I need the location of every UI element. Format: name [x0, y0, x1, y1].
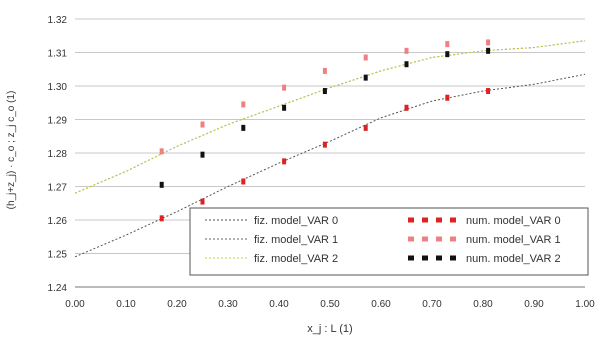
x-tick-label: 0.90 [524, 299, 544, 310]
series-line-1 [74, 40, 586, 194]
y-tick-label: 1.25 [48, 250, 68, 261]
data-point-5 [159, 181, 164, 188]
data-point-5 [241, 124, 246, 131]
data-point-5 [486, 47, 491, 54]
data-point-5 [200, 151, 205, 158]
data-point-5 [322, 88, 327, 95]
data-point-3 [445, 94, 450, 101]
data-point-4 [445, 41, 450, 48]
x-tick-label: 1.00 [575, 299, 595, 310]
y-tick-label: 1.31 [48, 49, 68, 60]
legend-label: num. model_VAR 2 [466, 253, 561, 265]
legend-label: fiz. model_VAR 0 [254, 215, 338, 227]
x-tick-label: 0.10 [116, 299, 136, 310]
data-point-5 [282, 104, 287, 111]
x-tick-labels: 0.00 0.10 0.20 0.30 0.40 0.50 0.60 0.70 0.80 0.90… [65, 299, 595, 310]
y-tick-label: 1.26 [48, 216, 68, 227]
x-tick-label: 0.50 [320, 299, 340, 310]
data-point-3 [404, 104, 409, 111]
data-point-4 [404, 47, 409, 54]
legend-label: num. model_VAR 0 [466, 215, 561, 227]
data-point-3 [322, 141, 327, 148]
legend: fiz. model_VAR 0 fiz. model_VAR 1 fiz. mod… [189, 207, 589, 276]
data-point-4 [241, 101, 246, 108]
data-point-4 [322, 67, 327, 74]
x-tick-label: 0.40 [269, 299, 289, 310]
x-tick-label: 0.70 [422, 299, 442, 310]
data-point-3 [282, 158, 287, 165]
data-point-5 [445, 51, 450, 58]
data-point-4 [200, 121, 205, 128]
data-point-4 [159, 148, 164, 155]
series-line-2 [74, 40, 586, 194]
data-point-4 [282, 84, 287, 91]
legend-box [189, 207, 589, 276]
data-point-3 [363, 124, 368, 131]
data-point-3 [200, 198, 205, 205]
data-point-4 [486, 39, 491, 46]
data-point-3 [241, 178, 246, 185]
series-layer [74, 39, 586, 258]
y-tick-labels: 1.24 1.25 1.26 1.27 1.28 1.29 1.30 1.31 1.32 [48, 15, 68, 294]
x-tick-label: 0.20 [167, 299, 187, 310]
x-tick-label: 0.80 [473, 299, 493, 310]
x-tick-label: 0.30 [218, 299, 238, 310]
y-tick-label: 1.32 [48, 15, 68, 26]
y-tick-label: 1.29 [48, 116, 68, 127]
y-tick-label: 1.24 [48, 283, 68, 294]
legend-label: fiz. model_VAR 1 [254, 234, 338, 246]
x-tick-label: 0.00 [65, 299, 85, 310]
y-tick-label: 1.27 [48, 183, 68, 194]
legend-label: num. model_VAR 1 [466, 234, 561, 246]
data-point-4 [363, 54, 368, 61]
y-tick-label: 1.30 [48, 82, 68, 93]
x-tick-label: 0.60 [371, 299, 391, 310]
data-point-5 [404, 61, 409, 68]
y-tick-label: 1.28 [48, 149, 68, 160]
y-axis-label: (h_j+z_j) · c_o ; z_j c_o (1) [6, 91, 17, 210]
data-point-3 [159, 215, 164, 222]
data-point-5 [363, 74, 368, 81]
data-point-3 [486, 88, 491, 95]
x-axis-label: x_j : L (1) [307, 323, 352, 335]
legend-label: fiz. model_VAR 2 [254, 253, 338, 265]
